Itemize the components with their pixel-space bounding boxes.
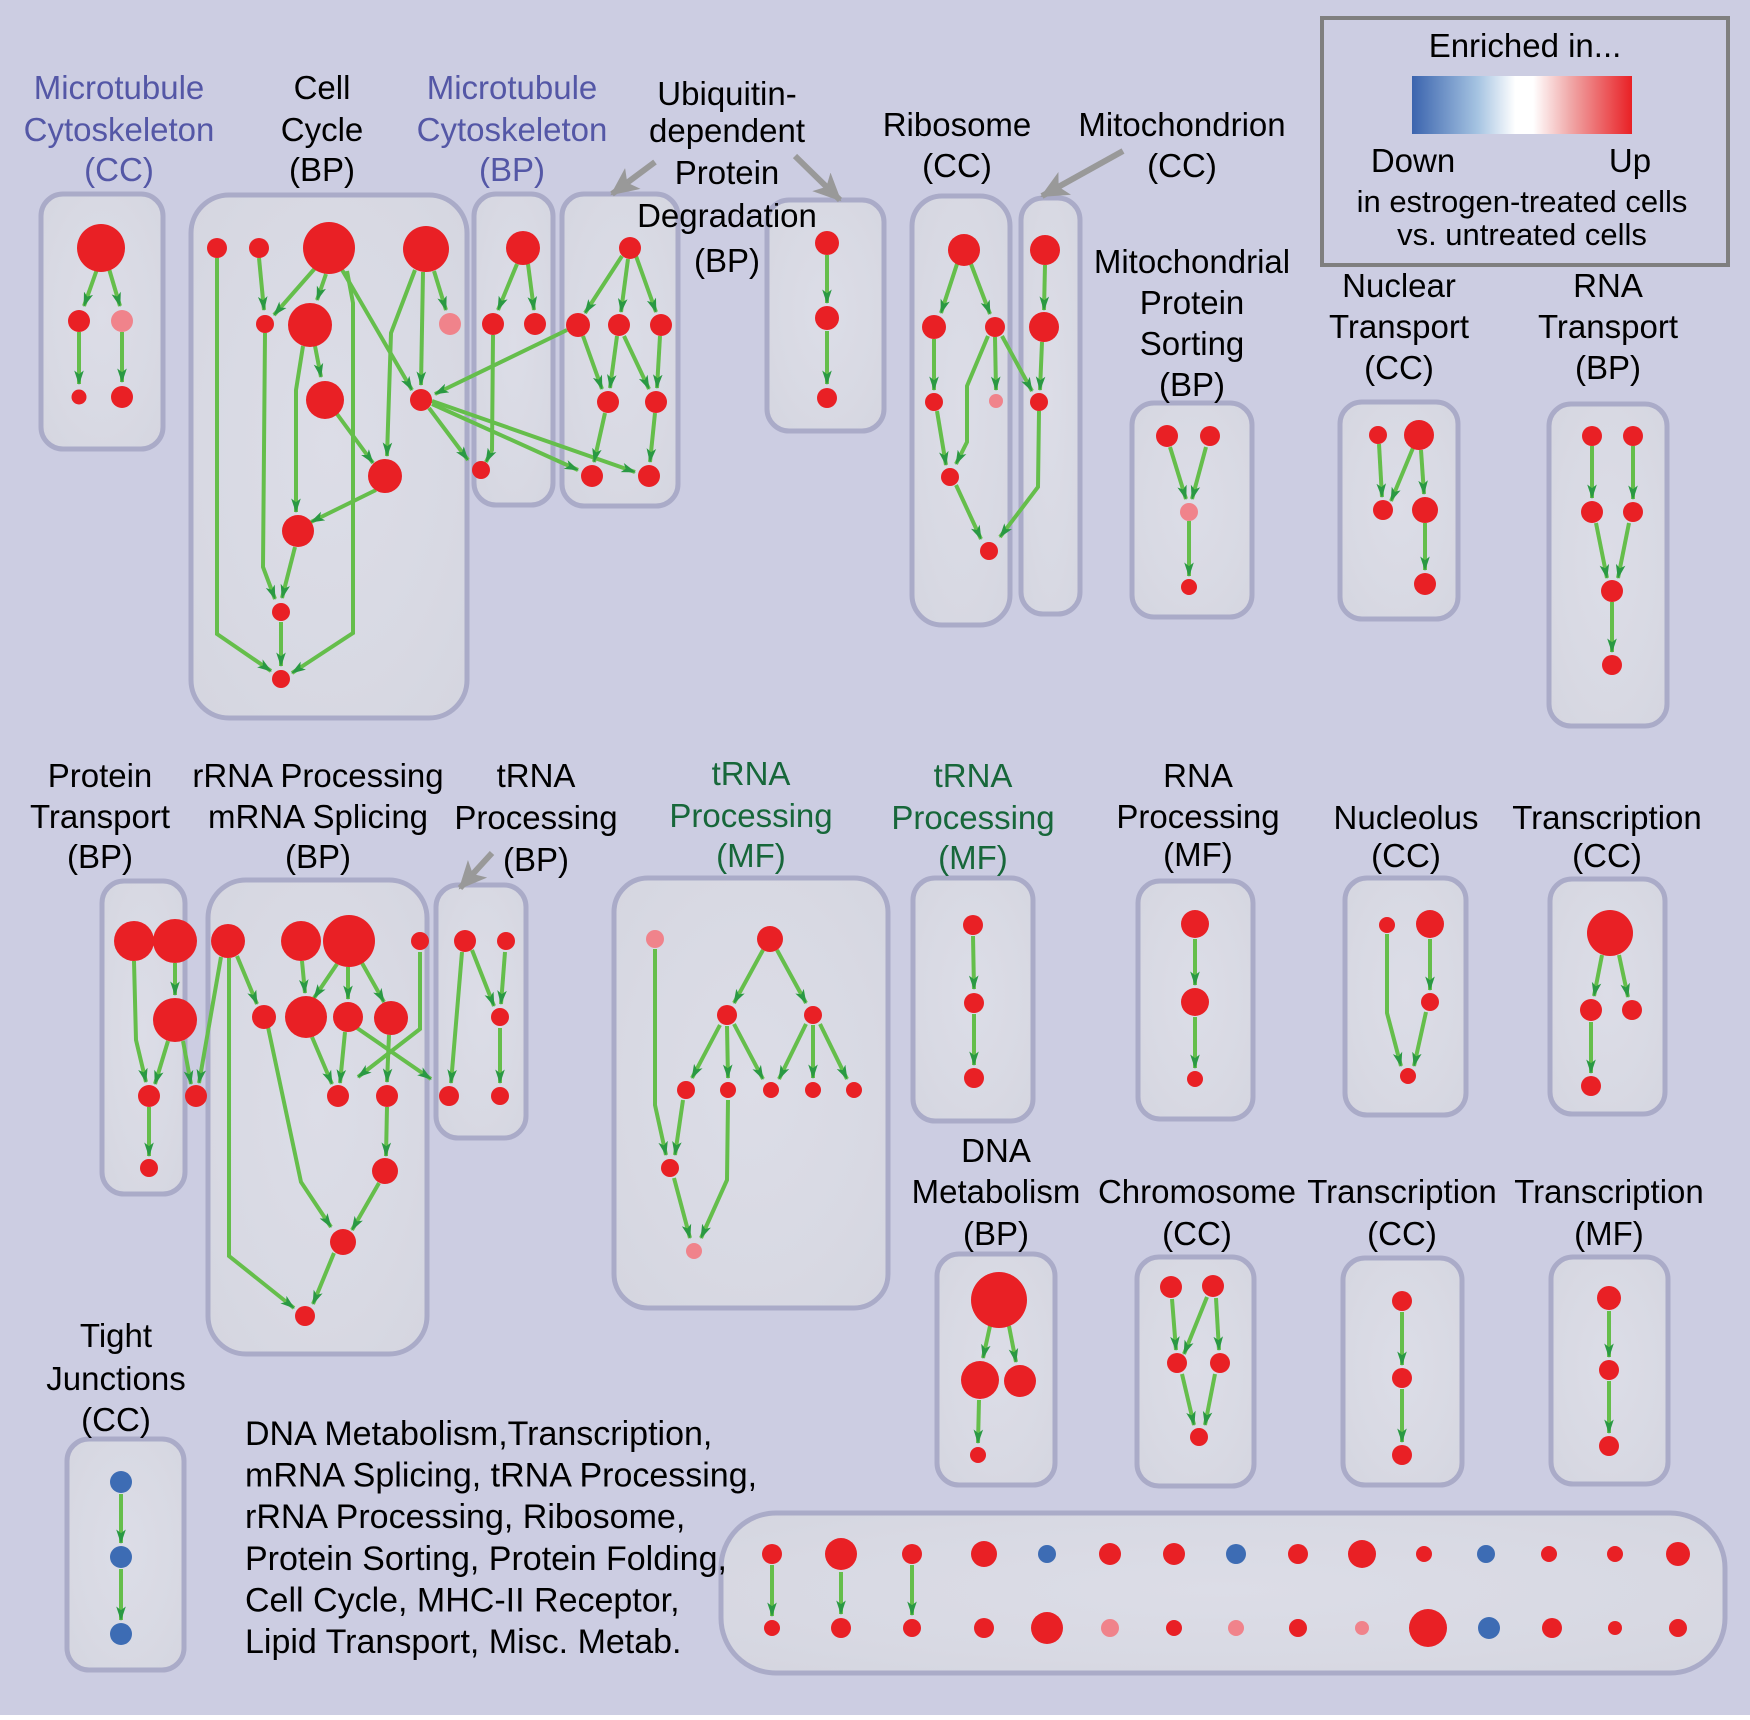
svg-text:Protein: Protein — [48, 757, 153, 794]
svg-text:(BP): (BP) — [503, 841, 569, 878]
svg-text:Transcription: Transcription — [1307, 1173, 1497, 1210]
svg-text:(MF): (MF) — [938, 839, 1008, 876]
svg-text:Protein: Protein — [1140, 284, 1245, 321]
svg-text:(CC): (CC) — [84, 151, 154, 188]
svg-text:mRNA Splicing: mRNA Splicing — [208, 798, 428, 835]
svg-text:Mitochondrial: Mitochondrial — [1094, 243, 1290, 280]
svg-text:(BP): (BP) — [1159, 366, 1225, 403]
svg-text:Protein Sorting, Protein Foldi: Protein Sorting, Protein Folding, — [245, 1540, 727, 1578]
svg-text:Mitochondrion: Mitochondrion — [1078, 106, 1285, 143]
svg-text:(CC): (CC) — [1367, 1215, 1437, 1252]
svg-text:Transport: Transport — [1329, 308, 1469, 345]
svg-text:Chromosome: Chromosome — [1098, 1173, 1296, 1210]
svg-text:Down: Down — [1371, 142, 1455, 179]
svg-text:(BP): (BP) — [963, 1215, 1029, 1252]
svg-text:(CC): (CC) — [1572, 837, 1642, 874]
svg-text:Nucleolus: Nucleolus — [1334, 799, 1479, 836]
svg-text:mRNA Splicing, tRNA Processing: mRNA Splicing, tRNA Processing, — [245, 1457, 757, 1495]
svg-text:rRNA Processing, Ribosome,: rRNA Processing, Ribosome, — [245, 1498, 685, 1536]
svg-text:Processing: Processing — [669, 797, 832, 834]
svg-text:Cell Cycle, MHC-II Receptor,: Cell Cycle, MHC-II Receptor, — [245, 1581, 680, 1619]
svg-text:vs. untreated cells: vs. untreated cells — [1397, 217, 1647, 252]
svg-text:(MF): (MF) — [1163, 836, 1233, 873]
svg-text:RNA: RNA — [1573, 267, 1643, 304]
svg-text:Up: Up — [1609, 142, 1651, 179]
svg-text:Cell: Cell — [294, 69, 351, 106]
svg-text:Processing: Processing — [891, 799, 1054, 836]
svg-text:dependent: dependent — [649, 112, 805, 149]
svg-text:Junctions: Junctions — [46, 1360, 185, 1397]
svg-text:Transcription: Transcription — [1512, 799, 1702, 836]
svg-text:(BP): (BP) — [694, 242, 760, 279]
svg-text:(BP): (BP) — [1575, 349, 1641, 386]
svg-text:(CC): (CC) — [1364, 349, 1434, 386]
svg-text:Transport: Transport — [1538, 308, 1678, 345]
svg-text:Ubiquitin-: Ubiquitin- — [657, 75, 796, 112]
svg-text:(BP): (BP) — [479, 151, 545, 188]
svg-text:Processing: Processing — [454, 799, 617, 836]
svg-text:tRNA: tRNA — [712, 755, 791, 792]
svg-text:DNA: DNA — [961, 1132, 1031, 1169]
svg-text:tRNA: tRNA — [497, 757, 576, 794]
svg-text:Degradation: Degradation — [637, 197, 817, 234]
svg-text:Protein: Protein — [675, 154, 780, 191]
svg-text:Cytoskeleton: Cytoskeleton — [417, 111, 608, 148]
svg-text:(CC): (CC) — [922, 147, 992, 184]
svg-text:(CC): (CC) — [81, 1401, 151, 1438]
svg-text:(BP): (BP) — [285, 838, 351, 875]
svg-text:Enriched in...: Enriched in... — [1429, 27, 1622, 64]
svg-text:Nuclear: Nuclear — [1342, 267, 1456, 304]
svg-text:Sorting: Sorting — [1140, 325, 1245, 362]
svg-text:Tight: Tight — [80, 1317, 152, 1354]
svg-text:Ribosome: Ribosome — [883, 106, 1032, 143]
svg-text:(BP): (BP) — [289, 151, 355, 188]
svg-text:DNA Metabolism,Transcription,: DNA Metabolism,Transcription, — [245, 1415, 712, 1453]
svg-text:RNA: RNA — [1163, 757, 1233, 794]
svg-text:(CC): (CC) — [1371, 837, 1441, 874]
svg-text:(MF): (MF) — [716, 837, 786, 874]
svg-text:(BP): (BP) — [67, 838, 133, 875]
svg-text:Microtubule: Microtubule — [427, 69, 598, 106]
svg-text:Processing: Processing — [1116, 798, 1279, 835]
svg-text:(CC): (CC) — [1147, 147, 1217, 184]
svg-text:Microtubule: Microtubule — [34, 69, 205, 106]
svg-text:Cycle: Cycle — [281, 111, 364, 148]
svg-text:rRNA Processing: rRNA Processing — [192, 757, 443, 794]
svg-text:tRNA: tRNA — [934, 757, 1013, 794]
svg-text:Cytoskeleton: Cytoskeleton — [24, 111, 215, 148]
svg-text:Transcription: Transcription — [1514, 1173, 1704, 1210]
svg-text:Metabolism: Metabolism — [912, 1173, 1081, 1210]
svg-text:in estrogen-treated cells: in estrogen-treated cells — [1357, 184, 1688, 219]
svg-text:(CC): (CC) — [1162, 1215, 1232, 1252]
svg-text:Transport: Transport — [30, 798, 170, 835]
svg-text:(MF): (MF) — [1574, 1215, 1644, 1252]
svg-text:Lipid Transport, Misc. Metab.: Lipid Transport, Misc. Metab. — [245, 1623, 682, 1661]
